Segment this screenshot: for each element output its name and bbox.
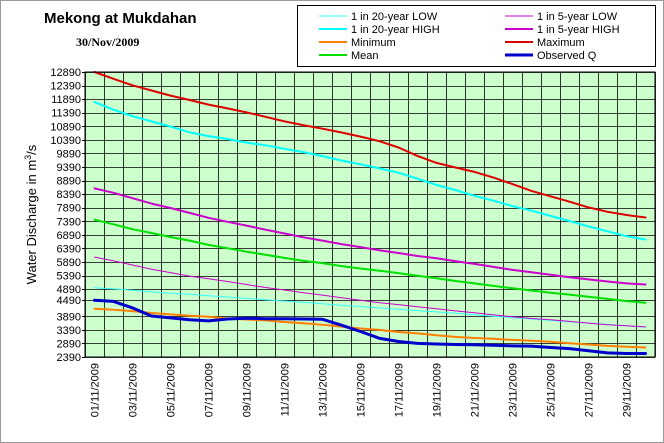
x-tick-label: 17/11/2009 bbox=[394, 363, 406, 417]
legend: 1 in 20-year LOW 1 in 5-year LOW 1 in 20-y… bbox=[297, 5, 656, 67]
series-line bbox=[93, 218, 647, 304]
legend-label: Mean bbox=[351, 50, 379, 62]
x-tick-label: 03/11/2009 bbox=[128, 363, 140, 417]
legend-label: Minimum bbox=[351, 37, 396, 49]
x-tick-label: 15/11/2009 bbox=[356, 363, 368, 417]
legend-box bbox=[297, 5, 656, 67]
legend-label: 1 in 5-year HIGH bbox=[537, 24, 620, 36]
plot-area bbox=[85, 72, 655, 357]
y-tick-label: 3390 bbox=[57, 325, 81, 337]
y-axis-label-sup: 3 bbox=[23, 155, 33, 160]
x-tick-label: 11/11/2009 bbox=[280, 363, 292, 416]
y-tick-label: 10390 bbox=[50, 135, 81, 147]
y-tick-label: 6390 bbox=[57, 243, 81, 255]
chart-title: Mekong at Mukdahan bbox=[44, 10, 197, 27]
y-tick-label: 11390 bbox=[51, 108, 81, 120]
series-line bbox=[93, 101, 647, 241]
y-tick-label: 12390 bbox=[50, 81, 81, 93]
chart-subtitle: 30/Nov/2009 bbox=[76, 35, 140, 49]
y-tick-label: 6890 bbox=[57, 230, 81, 242]
x-tick-label: 01/11/2009 bbox=[90, 363, 102, 417]
y-tick-label: 2890 bbox=[57, 338, 81, 350]
y-axis-label-suffix: /s bbox=[24, 144, 39, 155]
x-tick-label: 29/11/2009 bbox=[622, 363, 634, 417]
y-tick-label: 5890 bbox=[57, 257, 81, 269]
x-axis-ticks: 01/11/2009 03/11/2009 05/11/2009 07/11/2009… bbox=[90, 363, 634, 417]
y-tick-label: 5390 bbox=[57, 271, 81, 283]
y-axis-label: Water Discharge in m3/s bbox=[23, 144, 39, 284]
x-tick-label: 13/11/2009 bbox=[318, 363, 330, 417]
y-tick-label: 3890 bbox=[57, 311, 81, 323]
series-line bbox=[93, 298, 647, 355]
series-line bbox=[93, 187, 647, 286]
series-line bbox=[94, 256, 646, 328]
x-tick-label: 05/11/2009 bbox=[166, 363, 178, 417]
series-line bbox=[94, 287, 646, 328]
x-tick-label: 09/11/2009 bbox=[242, 363, 254, 417]
y-tick-label: 7890 bbox=[57, 203, 81, 215]
series-line bbox=[93, 71, 647, 219]
series-lines bbox=[93, 71, 647, 355]
series-line bbox=[93, 307, 647, 349]
y-axis-label-prefix: Water Discharge in m bbox=[24, 160, 39, 285]
legend-label: Observed Q bbox=[537, 50, 597, 62]
y-tick-label: 8390 bbox=[57, 189, 81, 201]
y-tick-label: 4890 bbox=[57, 284, 81, 296]
y-tick-label: 8890 bbox=[57, 176, 81, 188]
x-tick-label: 23/11/2009 bbox=[508, 363, 520, 417]
plot-border bbox=[84, 71, 656, 358]
y-tick-label: 10890 bbox=[50, 121, 81, 133]
y-tick-label: 9390 bbox=[57, 162, 81, 174]
legend-label: 1 in 20-year LOW bbox=[351, 11, 438, 23]
x-tick-label: 19/11/2009 bbox=[432, 363, 444, 417]
y-tick-label: 11890 bbox=[51, 94, 81, 106]
y-tick-label: 7390 bbox=[57, 216, 81, 228]
legend-label: 1 in 20-year HIGH bbox=[351, 24, 440, 36]
y-tick-label: 9890 bbox=[57, 148, 81, 160]
y-tick-label: 12890 bbox=[50, 67, 81, 79]
x-tick-label: 27/11/2009 bbox=[584, 363, 596, 417]
x-tick-label: 25/11/2009 bbox=[546, 363, 558, 417]
legend-label: 1 in 5-year LOW bbox=[537, 11, 618, 23]
y-tick-label: 2390 bbox=[57, 352, 81, 364]
x-tick-label: 07/11/2009 bbox=[204, 363, 216, 417]
legend-label: Maximum bbox=[537, 37, 585, 49]
y-tick-label: 4490 bbox=[57, 295, 81, 307]
x-tick-label: 21/11/2009 bbox=[470, 363, 482, 417]
